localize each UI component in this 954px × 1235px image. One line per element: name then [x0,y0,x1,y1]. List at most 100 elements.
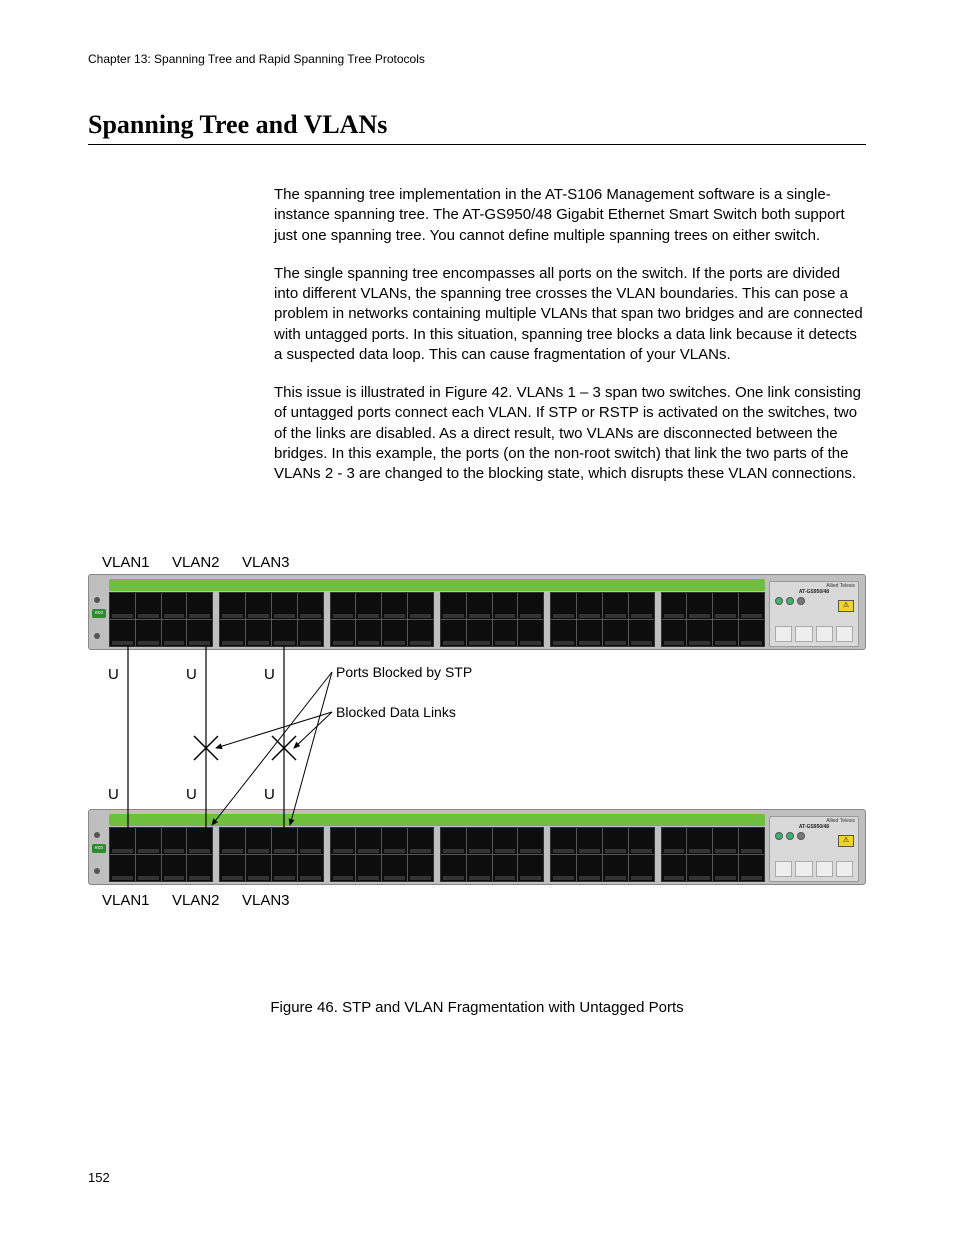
ethernet-port [272,620,298,646]
ethernet-port [110,828,136,854]
port-block-row [551,620,653,646]
ethernet-port [382,620,408,646]
ethernet-port [110,593,136,619]
status-panel: Allied TelesisAT-GS950/48⚠ [769,816,859,882]
page-number: 152 [88,1170,110,1185]
port-block-row [220,620,322,646]
port-row [109,827,765,882]
ethernet-port [493,620,519,646]
sfp-slot [836,626,853,642]
ethernet-port [272,828,298,854]
ethernet-port [441,620,467,646]
ethernet-port [551,593,577,619]
ethernet-port [298,855,323,881]
port-block-row [662,855,764,881]
paragraph-2: The single spanning tree encompasses all… [274,264,866,365]
ethernet-port [136,593,162,619]
port-block-row [110,855,212,881]
port-row [109,592,765,647]
ethernet-port [441,593,467,619]
vlan-label: VLAN1 [102,554,172,571]
ethernet-port [551,828,577,854]
port-block [219,592,323,647]
untagged-label-top: U [264,666,275,683]
ethernet-port [662,855,688,881]
sfp-slot [775,861,792,877]
switch-faceplate [109,579,765,591]
ethernet-port [687,855,713,881]
figure-diagram: VLAN1VLAN2VLAN3VLAN1VLAN2VLAN3ecoAllied … [88,554,866,974]
ethernet-port [382,855,408,881]
untagged-label-bottom: U [108,786,119,803]
ethernet-port [629,620,654,646]
port-block [330,592,434,647]
ethernet-port [467,828,493,854]
warning-icon: ⚠ [838,835,854,847]
ethernet-port [739,620,764,646]
led-indicator [775,832,783,840]
ethernet-port [408,855,433,881]
ethernet-port [467,593,493,619]
ethernet-port [331,828,357,854]
indicator-dot [94,868,100,874]
vlan-label: VLAN2 [172,554,242,571]
ethernet-port [298,828,323,854]
port-block-row [662,828,764,855]
ethernet-port [162,593,188,619]
sfp-slot [795,626,812,642]
ethernet-port [577,593,603,619]
ethernet-port [272,593,298,619]
ethernet-port [739,593,764,619]
port-block-row [441,855,543,881]
port-block-row [331,828,433,855]
port-block-row [220,593,322,620]
port-block [330,827,434,882]
ethernet-port [629,855,654,881]
ethernet-port [713,593,739,619]
port-block-row [331,593,433,620]
ethernet-port [603,828,629,854]
ethernet-port [382,593,408,619]
port-block-row [551,593,653,620]
ethernet-port [136,855,162,881]
port-block-row [662,620,764,646]
ethernet-port [272,855,298,881]
ethernet-port [331,620,357,646]
led-indicator [786,597,794,605]
indicator-dot [94,633,100,639]
annotation-arrow [216,712,332,748]
sfp-slots [775,861,853,877]
ethernet-port [356,828,382,854]
status-panel: Allied TelesisAT-GS950/48⚠ [769,581,859,647]
port-block-row [551,855,653,881]
ethernet-port [687,828,713,854]
port-block [550,827,654,882]
ethernet-port [220,855,246,881]
port-block [550,592,654,647]
ethernet-port [382,828,408,854]
ethernet-port [187,828,212,854]
figure-caption: Figure 46. STP and VLAN Fragmentation wi… [88,999,866,1016]
ethernet-port [493,855,519,881]
ethernet-port [246,828,272,854]
untagged-label-bottom: U [264,786,275,803]
vlan-labels-bottom: VLAN1VLAN2VLAN3 [102,892,312,909]
ethernet-port [298,593,323,619]
port-block [109,827,213,882]
eco-badge: eco [92,609,106,618]
port-block-row [220,855,322,881]
ethernet-port [136,620,162,646]
port-block-row [441,828,543,855]
ethernet-port [687,593,713,619]
ethernet-port [687,620,713,646]
ethernet-port [739,828,764,854]
vlan-label: VLAN2 [172,892,242,909]
indicator-dot [94,832,100,838]
sfp-slot [836,861,853,877]
ethernet-port [518,828,543,854]
ethernet-port [331,855,357,881]
ethernet-port [603,855,629,881]
ethernet-port [136,828,162,854]
ethernet-port [662,593,688,619]
ethernet-port [441,828,467,854]
